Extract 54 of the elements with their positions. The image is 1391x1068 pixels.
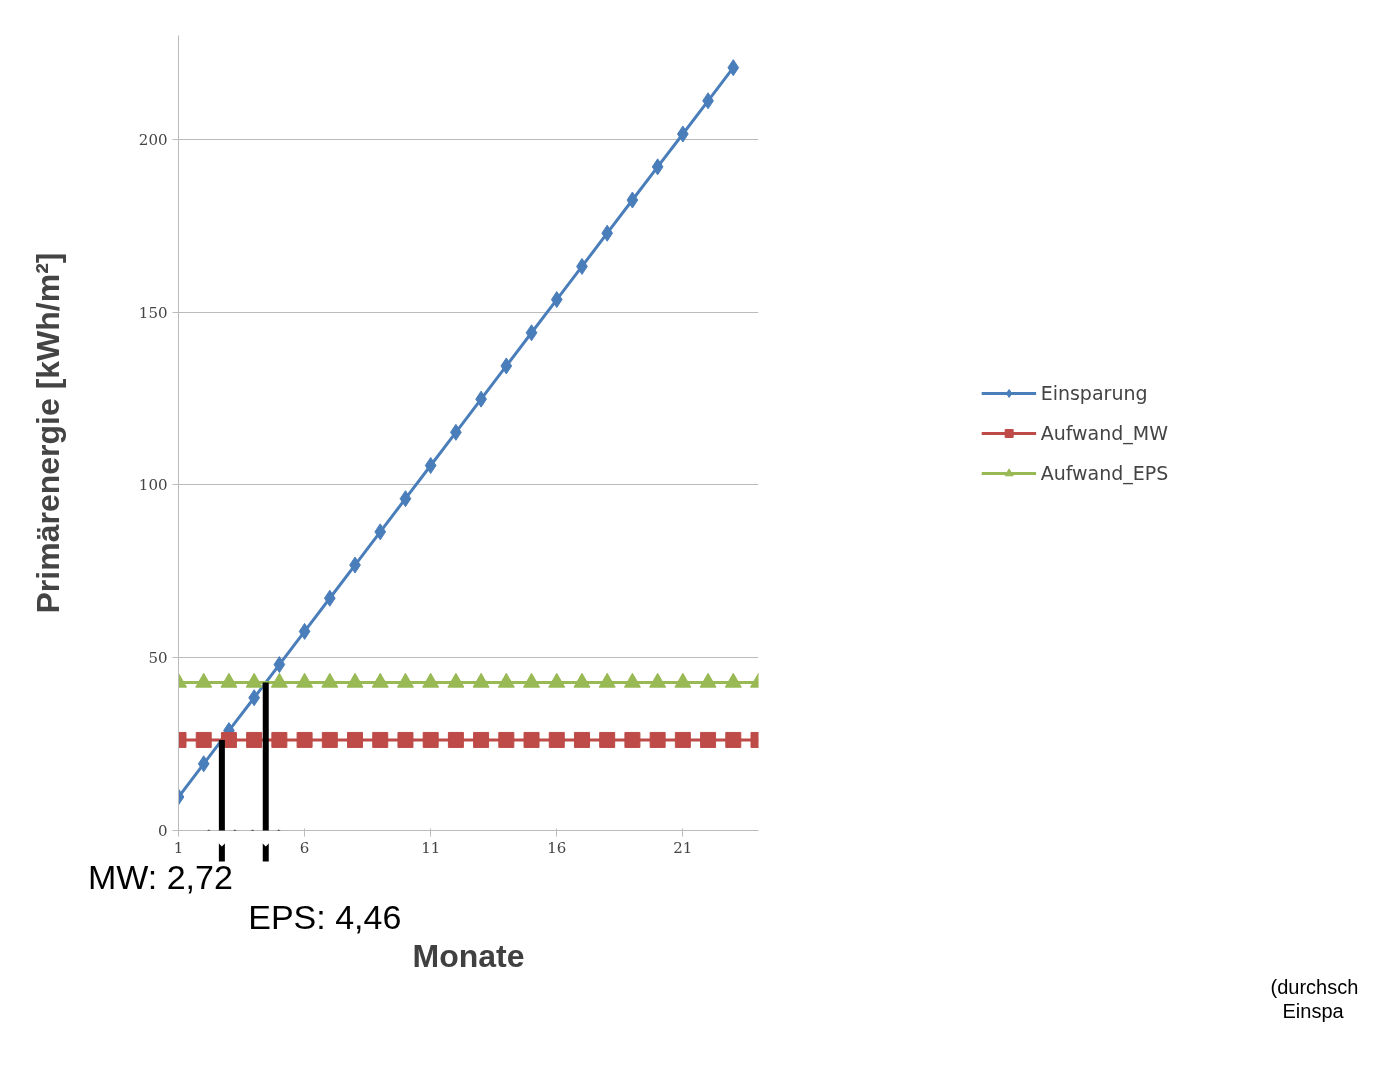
x-tick-label: 6	[299, 838, 310, 857]
point	[624, 731, 641, 748]
x-tick-label: 1	[173, 838, 184, 857]
y-tick-label: 100	[138, 476, 168, 495]
point	[397, 731, 414, 748]
legend-label: Aufwand_EPS	[1040, 461, 1169, 484]
point	[246, 731, 263, 748]
point	[725, 731, 742, 748]
y-tick-label: 150	[138, 303, 168, 322]
point	[347, 731, 364, 748]
annotation: EPS: 4,46	[248, 897, 402, 936]
point	[500, 357, 513, 375]
x-axis-title: Monate	[412, 937, 525, 974]
point	[727, 59, 740, 77]
point	[273, 656, 286, 674]
point	[298, 622, 311, 640]
point	[498, 731, 515, 748]
point	[548, 731, 565, 748]
y-tick-label: 50	[148, 649, 168, 668]
point	[573, 731, 590, 748]
point	[399, 490, 412, 508]
point	[473, 731, 490, 748]
point	[626, 191, 639, 209]
x-tick-label: 11	[421, 838, 441, 857]
y-tick-label: 200	[138, 130, 168, 149]
legend-label: Aufwand_MW	[1040, 421, 1169, 444]
point	[321, 731, 338, 748]
x-tick-label: 16	[547, 838, 567, 857]
point	[422, 731, 439, 748]
y-tick-label: 0	[157, 822, 168, 840]
point	[523, 731, 540, 748]
point	[197, 755, 210, 773]
annotation: MW: 2,72	[87, 857, 233, 896]
point	[323, 589, 336, 607]
point	[271, 731, 288, 748]
x-tick-label: 21	[673, 838, 693, 857]
legend-label: Einsparung	[1040, 381, 1148, 404]
point	[601, 224, 614, 242]
point	[550, 291, 563, 309]
point	[374, 523, 387, 541]
point	[447, 731, 464, 748]
point	[674, 731, 691, 748]
point	[195, 731, 212, 748]
point	[424, 456, 437, 474]
text: (durchsch	[1270, 975, 1359, 998]
text: Einspa	[1282, 999, 1345, 1022]
point	[296, 731, 313, 748]
point	[651, 158, 664, 176]
point	[700, 731, 717, 748]
point	[649, 731, 666, 748]
point	[599, 731, 616, 748]
point	[525, 324, 538, 342]
y-axis-title: Primärenergie [kWh/m²]	[29, 252, 66, 614]
point	[372, 731, 389, 748]
